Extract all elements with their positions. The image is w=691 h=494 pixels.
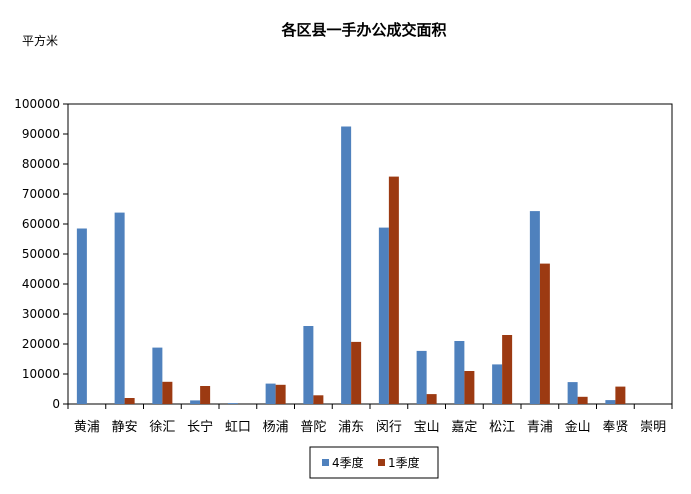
- y-tick-label: 100000: [14, 97, 60, 111]
- y-tick-label: 80000: [22, 157, 60, 171]
- x-tick-label: 宝山: [414, 420, 440, 435]
- bar-q1: [426, 394, 437, 404]
- x-tick-label: 杨浦: [263, 420, 289, 435]
- bar-q4: [76, 228, 87, 404]
- bar-q4: [605, 400, 616, 404]
- y-tick-label: 70000: [22, 187, 60, 201]
- bar-q4: [114, 212, 125, 404]
- x-tick-label: 奉贤: [602, 420, 628, 435]
- x-tick-label: 金山: [565, 419, 591, 435]
- x-tick-label: 嘉定: [451, 420, 477, 435]
- x-tick-label: 虹口: [225, 420, 251, 435]
- x-tick-label: 崇明: [640, 420, 666, 435]
- bar-q4: [378, 227, 389, 404]
- y-tick-label: 20000: [22, 337, 60, 351]
- bar-q1: [464, 371, 475, 404]
- bar-q4: [190, 400, 201, 404]
- y-tick-label: 90000: [22, 127, 60, 141]
- bar-q1: [124, 398, 135, 404]
- bar-q1: [577, 396, 588, 404]
- y-tick-label: 60000: [22, 217, 60, 231]
- x-tick-label: 青浦: [527, 420, 553, 435]
- bar-q4: [227, 403, 238, 404]
- x-tick-label: 长宁: [187, 419, 213, 435]
- y-axis-unit-label: 平方米: [22, 33, 58, 48]
- bar-q4: [454, 341, 465, 404]
- bar-q1: [200, 386, 211, 404]
- x-tick-label: 闵行: [376, 420, 402, 435]
- bar-q4: [303, 326, 314, 404]
- bar-q4: [567, 382, 578, 404]
- y-tick-label: 40000: [22, 277, 60, 291]
- bar-q4: [265, 383, 276, 404]
- bar-q1: [615, 386, 626, 404]
- bar-q1: [388, 176, 399, 404]
- bar-q1: [313, 395, 324, 404]
- bar-q1: [275, 384, 286, 404]
- legend-swatch: [322, 459, 329, 466]
- y-tick-label: 0: [52, 397, 60, 411]
- y-tick-label: 30000: [22, 307, 60, 321]
- bar-q4: [492, 364, 503, 404]
- bar-q1: [502, 335, 513, 404]
- x-tick-label: 松江: [489, 420, 515, 435]
- bar-q4: [416, 350, 427, 404]
- x-tick-label: 黄浦: [74, 420, 100, 435]
- x-tick-label: 静安: [112, 420, 138, 435]
- chart-title: 各区县一手办公成交面积: [280, 21, 446, 39]
- x-tick-label: 浦东: [338, 420, 364, 435]
- x-tick-label: 普陀: [300, 419, 326, 435]
- bar-q1: [162, 381, 173, 404]
- x-tick-label: 徐汇: [149, 420, 175, 435]
- legend-label: 4季度: [332, 455, 364, 470]
- bar-q4: [152, 347, 163, 404]
- legend: 4季度 1季度: [309, 446, 439, 479]
- legend-swatch: [378, 459, 385, 466]
- bar-q4: [529, 211, 540, 404]
- bar-q1: [539, 263, 550, 404]
- y-tick-label: 50000: [22, 247, 60, 261]
- plot-area: 0 10000 20000 30000 40000 50000 60000 70000 8000…: [14, 97, 673, 435]
- bar-q4: [341, 126, 352, 404]
- legend-box: [309, 446, 439, 479]
- legend-label: 1季度: [388, 455, 420, 470]
- bar-q1: [351, 341, 362, 404]
- y-tick-label: 10000: [22, 367, 60, 381]
